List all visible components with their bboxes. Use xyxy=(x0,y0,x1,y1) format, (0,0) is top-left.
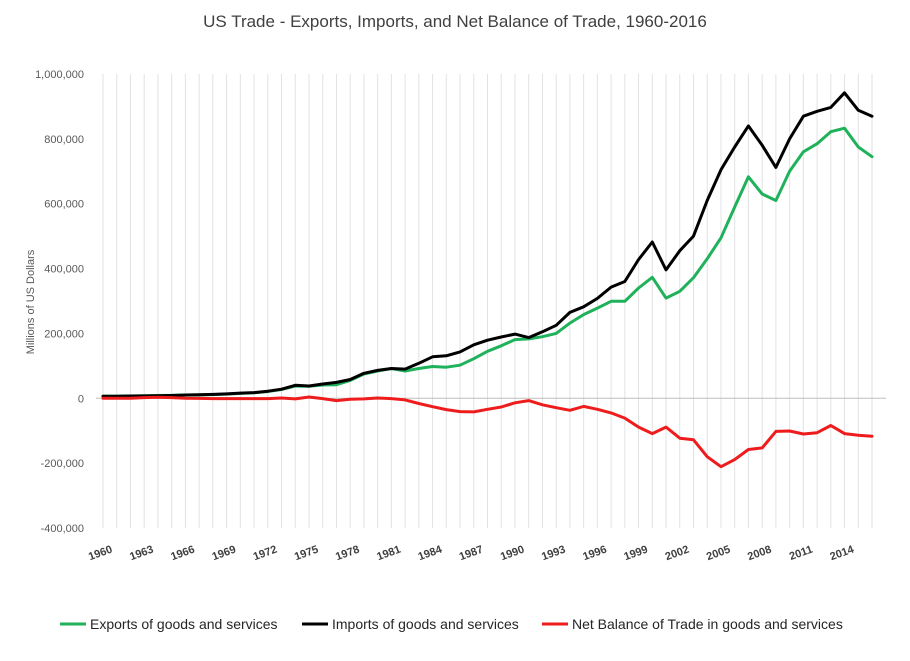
x-tick-label: 1975 xyxy=(293,544,320,564)
x-tick-label: 1978 xyxy=(334,544,361,564)
x-tick-label: 1981 xyxy=(375,544,402,564)
y-tick-label: 600,000 xyxy=(44,199,84,211)
x-tick-label: 2002 xyxy=(664,544,691,564)
legend: Exports of goods and services Imports of … xyxy=(60,616,843,632)
x-tick-label: 1972 xyxy=(252,544,279,564)
x-tick-label: 1963 xyxy=(128,544,155,564)
x-tick-label: 2011 xyxy=(788,544,815,563)
y-tick-label: 800,000 xyxy=(44,134,84,146)
legend-label-3: Net Balance of Trade in goods and servic… xyxy=(572,616,843,632)
y-tick-label: -400,000 xyxy=(41,523,84,535)
legend-label-1: Exports of goods and services xyxy=(90,616,278,632)
x-tick-label: 1960 xyxy=(87,544,114,564)
y-tick-label: 200,000 xyxy=(44,328,84,340)
y-tick-label: 1,000,000 xyxy=(35,69,84,81)
x-tick-label: 1996 xyxy=(581,544,608,564)
series-lines xyxy=(101,91,874,469)
legend-label-2: Imports of goods and services xyxy=(332,616,519,632)
y-tick-label: -200,000 xyxy=(41,458,84,470)
y-axis: -400,000 -200,000 0 200,000 400,000 600,000 80… xyxy=(35,69,84,535)
x-tick-label: 2005 xyxy=(705,544,732,564)
y-tick-label: 0 xyxy=(78,393,84,405)
x-tick-label: 1990 xyxy=(499,544,526,564)
gridlines xyxy=(102,74,873,528)
x-tick-label: 1993 xyxy=(540,544,567,564)
x-tick-label: 1966 xyxy=(169,544,196,564)
series-line-2 xyxy=(101,91,874,398)
x-tick-label: 2014 xyxy=(828,543,856,563)
x-tick-label: 1999 xyxy=(622,544,649,564)
x-tick-label: 1969 xyxy=(211,544,238,564)
x-tick-label: 1987 xyxy=(458,544,485,564)
chart-title: US Trade - Exports, Imports, and Net Bal… xyxy=(203,12,707,31)
series-line-3 xyxy=(101,395,874,469)
y-axis-label: Millions of US Dollars xyxy=(25,249,37,354)
x-axis: 1960 1963 1966 1969 1972 1975 1978 1981 1984 1987… xyxy=(87,397,886,564)
x-tick-label: 2008 xyxy=(746,544,773,564)
x-tick-label: 1984 xyxy=(416,543,444,563)
y-tick-label: 400,000 xyxy=(44,264,84,276)
